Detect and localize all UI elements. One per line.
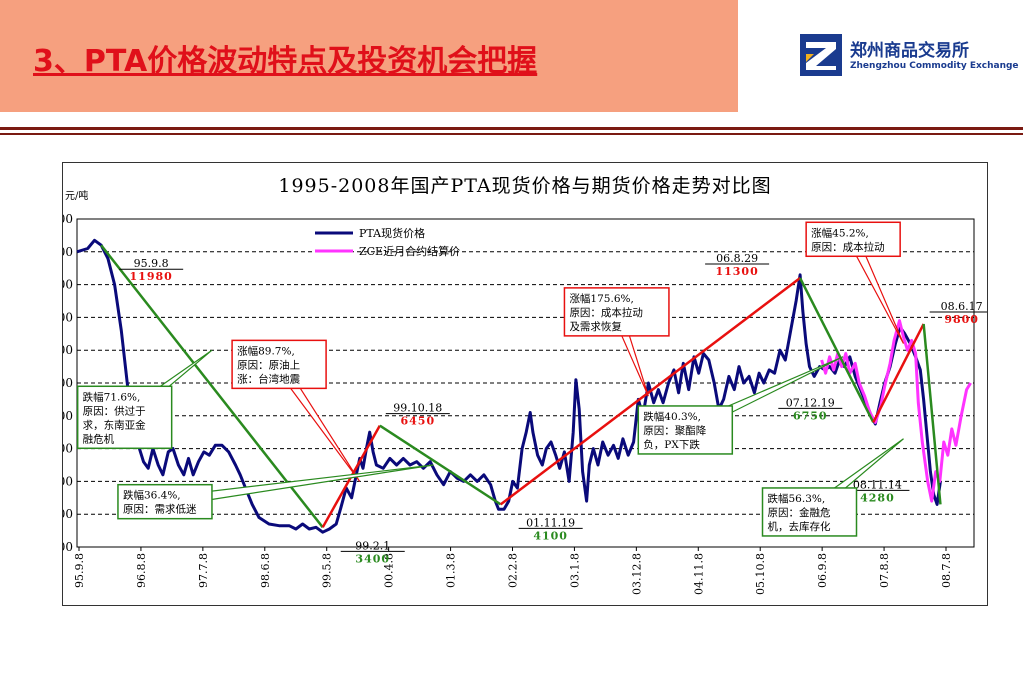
- data-point-date: 99.10.18: [393, 402, 442, 415]
- callout-text: 原因：原油上: [237, 358, 300, 371]
- y-tick-label: 10000: [63, 310, 73, 324]
- logo-english-name: Zhengzhou Commodity Exchange: [850, 61, 1019, 71]
- callout-box: [117, 483, 213, 520]
- y-tick-label: 11000: [63, 278, 73, 292]
- x-tick-label: 00.4.8: [383, 553, 396, 588]
- callout-box: [637, 405, 734, 455]
- data-point-date: 95.9.8: [134, 257, 169, 270]
- data-point-value: 3400: [355, 552, 390, 565]
- callout-box: [76, 385, 173, 450]
- data-point-value: 4280: [860, 491, 895, 504]
- x-tick-label: 05.10.8: [754, 553, 767, 595]
- divider-line: [0, 133, 1023, 135]
- data-point-date: 06.8.29: [716, 252, 758, 265]
- legend-label: ZCE近月合约结算价: [359, 244, 460, 258]
- page-title: 3、PTA价格波动特点及投资机会把握: [33, 44, 538, 79]
- callout-text: 跌幅71.6%,: [83, 390, 141, 403]
- x-tick-label: 02.2.8: [507, 553, 520, 588]
- data-point-date: 08.11.14: [853, 478, 902, 491]
- callout-text: 机，去库存化: [768, 520, 831, 533]
- callout-text: 涨幅175.6%,: [569, 292, 633, 305]
- callout-text: 原因：供过于: [83, 404, 146, 417]
- callout-text: 跌幅36.4%,: [123, 489, 181, 502]
- y-tick-label: 6000: [63, 442, 73, 456]
- trend-line: [499, 277, 801, 506]
- callout-box: [761, 487, 858, 537]
- callout-text: 原因：金融危: [768, 506, 831, 519]
- x-tick-label: 99.5.8: [321, 553, 334, 588]
- data-point-value: 6450: [400, 415, 435, 428]
- x-tick-label: 03.12.8: [630, 553, 643, 595]
- zce-logo: 郑州商品交易所 Zhengzhou Commodity Exchange: [800, 30, 1019, 82]
- callout-box: [805, 221, 901, 258]
- data-point-value: 6750: [793, 409, 828, 422]
- futures-price-line: [820, 319, 972, 503]
- data-point-date: 07.12.19: [786, 396, 835, 409]
- x-tick-label: 04.11.8: [692, 553, 705, 595]
- x-tick-label: 03.1.8: [568, 553, 581, 588]
- x-tick-label: 97.7.8: [197, 553, 210, 588]
- x-tick-label: 98.6.8: [259, 553, 272, 588]
- data-point-value: 9800: [944, 313, 979, 326]
- y-axis-label: 元/吨: [65, 189, 88, 202]
- trend-line: [379, 424, 502, 506]
- y-tick-label: 12000: [63, 245, 73, 259]
- callout-text: 原因：需求低迷: [123, 503, 197, 516]
- data-point-value: 4100: [533, 529, 568, 542]
- callout-text: 跌幅40.3%,: [643, 410, 701, 423]
- callout-text: 及需求恢复: [569, 320, 622, 333]
- x-tick-label: 95.9.8: [73, 553, 86, 588]
- divider-line: [0, 127, 1023, 130]
- data-point-date: 01.11.19: [526, 516, 575, 529]
- data-point-value: 11300: [715, 265, 758, 278]
- callout-text: 跌幅56.3%,: [768, 492, 826, 505]
- x-tick-label: 07.8.8: [878, 553, 891, 588]
- y-tick-label: 5000: [63, 474, 73, 488]
- callout-text: 原因：成本拉动: [811, 240, 885, 253]
- y-tick-label: 7000: [63, 409, 73, 423]
- legend-label: PTA现货价格: [359, 226, 425, 240]
- zce-logo-icon: [800, 34, 842, 76]
- y-tick-label: 9000: [63, 343, 73, 357]
- header-banner: 3、PTA价格波动特点及投资机会把握: [0, 0, 738, 112]
- trend-line: [798, 277, 875, 423]
- callout-text: 求，东南亚金: [83, 418, 146, 431]
- callout-text: 涨幅45.2%,: [811, 226, 869, 239]
- callout-text: 原因：成本拉动: [569, 306, 643, 319]
- x-tick-label: 06.9.8: [816, 553, 829, 588]
- logo-chinese-name: 郑州商品交易所: [850, 41, 969, 61]
- callout-box: [231, 339, 327, 390]
- callout-text: 原因：聚酯降: [643, 424, 706, 437]
- chart-title: 1995-2008年国产PTA现货价格与期货价格走势对比图: [278, 175, 771, 197]
- x-tick-label: 01.3.8: [445, 553, 458, 588]
- callout-text: 融危机: [83, 432, 115, 445]
- trend-line: [872, 323, 925, 423]
- x-tick-label: 08.7.8: [940, 553, 953, 588]
- x-tick-label: 96.8.8: [135, 553, 148, 588]
- data-point-value: 11980: [130, 270, 173, 283]
- callout-box: [563, 287, 670, 337]
- data-point-date: 99.2.1: [355, 539, 390, 552]
- data-point-date: 08.6.17: [941, 300, 983, 313]
- callout-text: 负，PX下跌: [643, 438, 700, 451]
- trend-line: [922, 323, 942, 505]
- callout-text: 涨幅89.7%,: [237, 344, 295, 357]
- trend-line: [100, 244, 324, 529]
- callout-text: 涨：台湾地震: [237, 372, 300, 385]
